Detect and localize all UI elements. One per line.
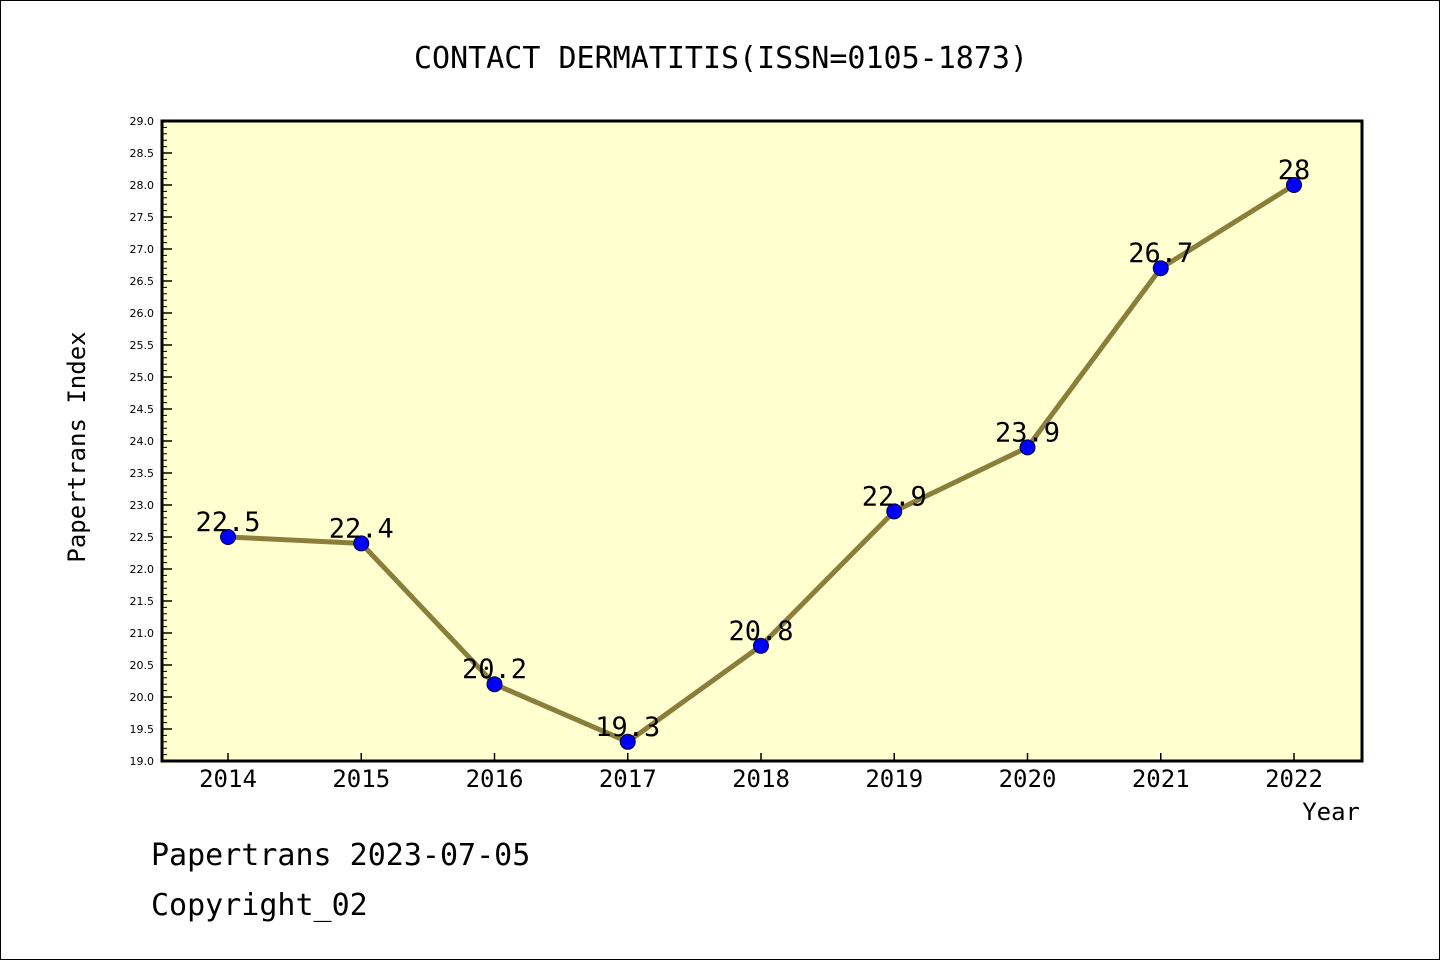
data-label: 28 bbox=[1278, 155, 1311, 186]
data-point bbox=[1152, 260, 1169, 277]
y-tick-label: 21.5 bbox=[130, 595, 155, 608]
y-tick-label: 28.5 bbox=[130, 147, 155, 160]
data-point bbox=[1286, 177, 1302, 193]
plot-frame bbox=[160, 119, 1364, 763]
chart-title: CONTACT DERMATITIS(ISSN=0105-1873) bbox=[414, 41, 1028, 76]
data-point bbox=[220, 529, 236, 545]
y-tick-label: 24.0 bbox=[130, 435, 155, 448]
data-label: 22.5 bbox=[195, 507, 260, 538]
data-label: 22.9 bbox=[862, 481, 927, 512]
y-tick-label: 22.5 bbox=[130, 531, 155, 544]
y-tick-label: 26.0 bbox=[130, 307, 155, 320]
y-tick-label: 19.5 bbox=[130, 723, 155, 736]
x-tick-label: 2017 bbox=[599, 765, 657, 793]
data-label: 20.8 bbox=[728, 616, 793, 647]
data-point bbox=[486, 676, 503, 693]
y-tick-label: 29.0 bbox=[130, 115, 155, 128]
y-axis-label: Papertrans Index bbox=[63, 331, 91, 562]
y-tick-label: 21.0 bbox=[130, 627, 155, 640]
x-tick-label: 2015 bbox=[332, 765, 390, 793]
data-label: 20.2 bbox=[462, 654, 527, 685]
x-tick-label: 2018 bbox=[732, 765, 790, 793]
data-point bbox=[1019, 439, 1036, 456]
y-tick-label: 19.0 bbox=[130, 755, 155, 768]
data-label: 22.4 bbox=[329, 513, 394, 544]
plot-area bbox=[162, 121, 1362, 761]
x-tick-label: 2019 bbox=[865, 765, 923, 793]
data-label: 19.3 bbox=[595, 712, 660, 743]
data-point bbox=[619, 733, 636, 750]
x-axis: 2014 2015 2016 2017 2018 2019 2020 2021 2022 bbox=[199, 753, 1323, 793]
x-tick-label: 2014 bbox=[199, 765, 257, 793]
footer-date: Papertrans 2023-07-05 bbox=[151, 838, 530, 873]
x-tick-label: 2016 bbox=[466, 765, 524, 793]
data-label: 26.7 bbox=[1128, 238, 1193, 269]
y-tick-label: 20.0 bbox=[130, 691, 155, 704]
y-tick-label: 27.0 bbox=[130, 243, 155, 256]
y-tick-label: 23.0 bbox=[130, 499, 155, 512]
footer-copyright: Copyright_02 bbox=[151, 888, 368, 923]
y-tick-label: 26.5 bbox=[130, 275, 155, 288]
y-tick-label: 23.5 bbox=[130, 467, 155, 480]
y-tick-label: 27.5 bbox=[130, 211, 155, 224]
y-tick-label: 22.0 bbox=[130, 563, 155, 576]
data-label: 23.9 bbox=[995, 417, 1060, 448]
data-point bbox=[886, 503, 903, 520]
data-point bbox=[353, 535, 370, 552]
y-tick-label: 28.0 bbox=[130, 179, 155, 192]
data-labels: 22.5 22.4 20.2 19.3 20.8 22.9 23.9 26.7 28 bbox=[195, 155, 1310, 743]
y-tick-label: 20.5 bbox=[130, 659, 155, 672]
y-tick-label: 24.5 bbox=[130, 403, 155, 416]
y-tick-label: 25.5 bbox=[130, 339, 155, 352]
x-axis-label: Year bbox=[1302, 798, 1360, 826]
x-tick-label: 2020 bbox=[999, 765, 1057, 793]
x-tick-label: 2022 bbox=[1265, 765, 1323, 793]
y-tick-label: 25.0 bbox=[130, 371, 155, 384]
x-tick-label: 2021 bbox=[1132, 765, 1190, 793]
data-point bbox=[753, 637, 769, 654]
series-group bbox=[220, 177, 1302, 750]
